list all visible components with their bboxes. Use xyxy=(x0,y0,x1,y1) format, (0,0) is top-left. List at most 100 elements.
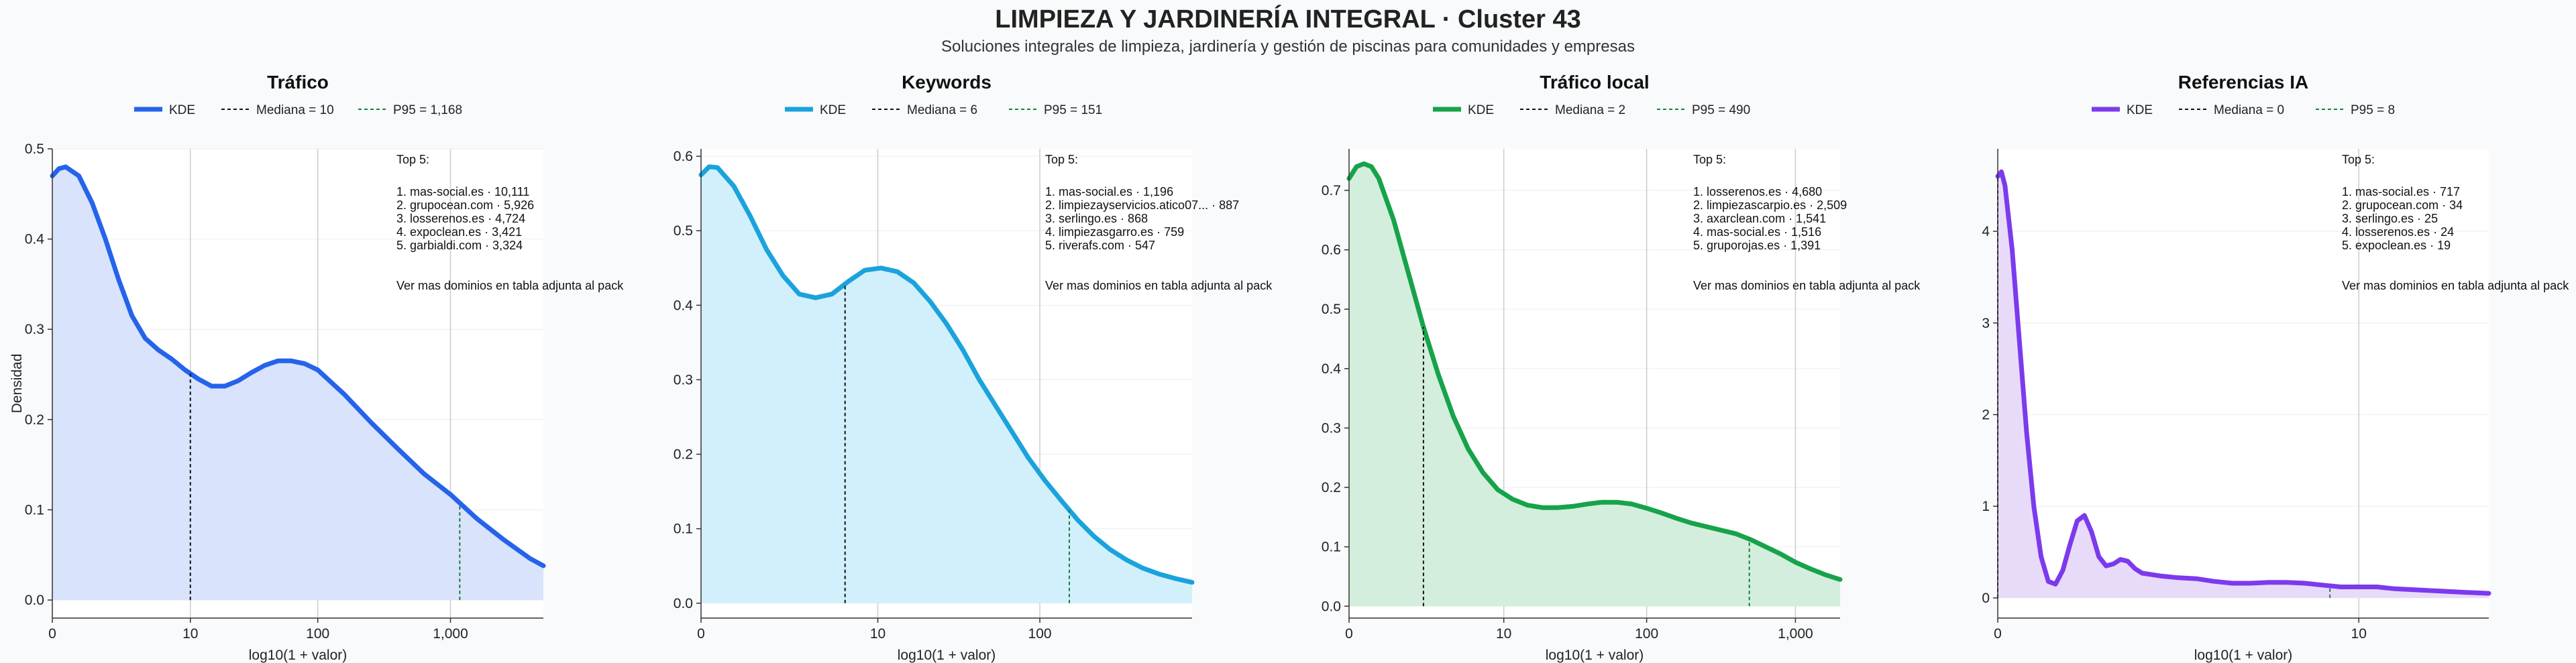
top5-item: 1. mas-social.es · 717 xyxy=(2342,185,2460,198)
page-title: LIMPIEZA Y JARDINERÍA INTEGRAL · Cluster… xyxy=(995,5,1581,34)
top5-item: 3. serlingo.es · 868 xyxy=(1045,212,1148,225)
y-tick-label: 0.2 xyxy=(25,412,44,428)
top5-item: 5. riverafs.com · 547 xyxy=(1045,239,1155,252)
top5-footer: Ver mas dominios en tabla adjunta al pac… xyxy=(396,279,624,292)
chart-panel-3: 0.0 0.1 0.2 0.3 0.4 0.5 0.6 0.7 0 10 100 1,000 log10… xyxy=(1322,72,1921,663)
legend-median-label: Mediana = 0 xyxy=(2214,103,2284,117)
legend-median-label: Mediana = 6 xyxy=(907,103,977,117)
legend-median-label: Mediana = 10 xyxy=(256,103,334,117)
y-tick-label: 0.4 xyxy=(674,298,694,313)
top5-item: 5. expoclean.es · 19 xyxy=(2342,239,2451,252)
page-subtitle: Soluciones integrales de limpieza, jardi… xyxy=(941,38,1635,56)
y-tick-label: 0.0 xyxy=(25,593,44,608)
legend-p95-label: P95 = 8 xyxy=(2351,103,2395,117)
chart-panel-2: 0.0 0.1 0.2 0.3 0.4 0.5 0.6 0 10 100 log10(1 + val… xyxy=(674,72,1273,663)
y-tick-label: 0 xyxy=(1982,591,1990,606)
legend-kde-label: KDE xyxy=(169,103,195,117)
y-tick-label: 0.2 xyxy=(1322,480,1341,495)
kde-line xyxy=(1346,161,1843,582)
top5-item: 3. axarclean.com · 1,541 xyxy=(1693,212,1826,225)
x-tick-label: 10 xyxy=(870,626,885,642)
y-tick-label: 0.0 xyxy=(674,596,693,611)
y-tick-label: 0.4 xyxy=(25,232,45,247)
y-tick-label: 0.7 xyxy=(1322,183,1341,198)
x-axis-label: log10(1 + valor) xyxy=(1546,648,1644,663)
x-axis-label: log10(1 + valor) xyxy=(898,648,996,663)
legend-median-label: Mediana = 2 xyxy=(1555,103,1625,117)
chart-panel-4: 0 1 2 3 4 0 10 log10(1 + valor) Referencias IA KD… xyxy=(1982,72,2569,663)
x-tick-label: 10 xyxy=(182,626,198,642)
chart-title: Keywords xyxy=(902,72,991,93)
x-tick-label: 1,000 xyxy=(433,626,468,642)
top5-heading: Top 5: xyxy=(1693,153,1726,166)
y-tick-label: 0.0 xyxy=(1322,599,1341,614)
top5-item: 1. mas-social.es · 10,111 xyxy=(396,185,529,198)
top5-footer: Ver mas dominios en tabla adjunta al pac… xyxy=(1693,279,1921,292)
x-axis-label: log10(1 + valor) xyxy=(2194,648,2293,663)
x-tick-label: 0 xyxy=(48,626,56,642)
x-tick-label: 0 xyxy=(1345,626,1353,642)
top5-item: 1. mas-social.es · 1,196 xyxy=(1045,185,1173,198)
top5-item: 2. grupocean.com · 5,926 xyxy=(396,198,534,212)
kde-line xyxy=(698,164,1195,585)
y-tick-label: 0.1 xyxy=(1322,540,1341,555)
legend-p95-label: P95 = 1,168 xyxy=(393,103,462,117)
x-tick-label: 10 xyxy=(2351,626,2367,642)
y-tick-label: 0.3 xyxy=(1322,420,1341,436)
top5-item: 5. gruporojas.es · 1,391 xyxy=(1693,239,1821,252)
top5-footer: Ver mas dominios en tabla adjunta al pac… xyxy=(1045,279,1273,292)
top5-item: 5. garbialdi.com · 3,324 xyxy=(396,239,523,252)
kde-area xyxy=(701,166,1192,603)
top5-item: 3. serlingo.es · 25 xyxy=(2342,212,2438,225)
top5-item: 2. grupocean.com · 34 xyxy=(2342,198,2463,212)
y-tick-label: 0.5 xyxy=(1322,302,1341,317)
top5-item: 3. losserenos.es · 4,724 xyxy=(396,212,525,225)
top5-item: 4. losserenos.es · 24 xyxy=(2342,225,2454,239)
legend-p95-label: P95 = 490 xyxy=(1692,103,1750,117)
x-tick-label: 1,000 xyxy=(1778,626,1813,642)
y-tick-label: 3 xyxy=(1982,316,1990,331)
legend-kde-label: KDE xyxy=(2127,103,2153,117)
x-tick-label: 100 xyxy=(306,626,329,642)
y-tick-label: 0.3 xyxy=(25,322,44,337)
top5-footer: Ver mas dominios en tabla adjunta al pac… xyxy=(2342,279,2569,292)
y-tick-label: 0.5 xyxy=(674,223,693,239)
chart-title: Referencias IA xyxy=(2178,72,2309,93)
top5-item: 4. limpiezasgarro.es · 759 xyxy=(1045,225,1184,239)
top5-heading: Top 5: xyxy=(2342,153,2375,166)
top5-heading: Top 5: xyxy=(1045,153,1078,166)
top5-item: 2. limpiezayservicios.atico07... · 887 xyxy=(1045,198,1239,212)
x-tick-label: 100 xyxy=(1028,626,1052,642)
y-tick-label: 0.5 xyxy=(25,141,44,157)
x-tick-label: 0 xyxy=(697,626,705,642)
legend-kde-label: KDE xyxy=(820,103,846,117)
legend-p95-label: P95 = 151 xyxy=(1044,103,1102,117)
y-tick-label: 0.3 xyxy=(674,372,693,387)
y-axis-label: Densidad xyxy=(9,354,25,414)
top5-item: 2. limpiezascarpio.es · 2,509 xyxy=(1693,198,1847,212)
legend-kde-label: KDE xyxy=(1468,103,1494,117)
top5-heading: Top 5: xyxy=(396,153,429,166)
kde-line xyxy=(1995,169,2491,596)
y-tick-label: 0.2 xyxy=(674,447,693,463)
kde-area xyxy=(52,166,543,601)
y-tick-label: 1 xyxy=(1982,499,1990,514)
kde-line xyxy=(50,164,546,568)
top5-item: 1. losserenos.es · 4,680 xyxy=(1693,185,1822,198)
chart-title: Tráfico xyxy=(267,72,329,93)
y-tick-label: 4 xyxy=(1982,224,1990,239)
chart-panel-1: 0.0 0.1 0.2 0.3 0.4 0.5 0 10 100 1,000 log10(1 + v… xyxy=(9,72,624,663)
x-tick-label: 100 xyxy=(1635,626,1658,642)
y-tick-label: 0.6 xyxy=(674,149,693,164)
y-tick-label: 0.1 xyxy=(674,522,693,537)
x-axis-label: log10(1 + valor) xyxy=(249,648,347,663)
kde-area xyxy=(1349,164,1840,607)
top5-item: 4. mas-social.es · 1,516 xyxy=(1693,225,1821,239)
y-tick-label: 2 xyxy=(1982,407,1990,422)
x-tick-label: 10 xyxy=(1496,626,1511,642)
chart-title: Tráfico local xyxy=(1540,72,1649,93)
top5-item: 4. expoclean.es · 3,421 xyxy=(396,225,522,239)
y-tick-label: 0.6 xyxy=(1322,243,1341,258)
y-tick-label: 0.1 xyxy=(25,502,44,518)
